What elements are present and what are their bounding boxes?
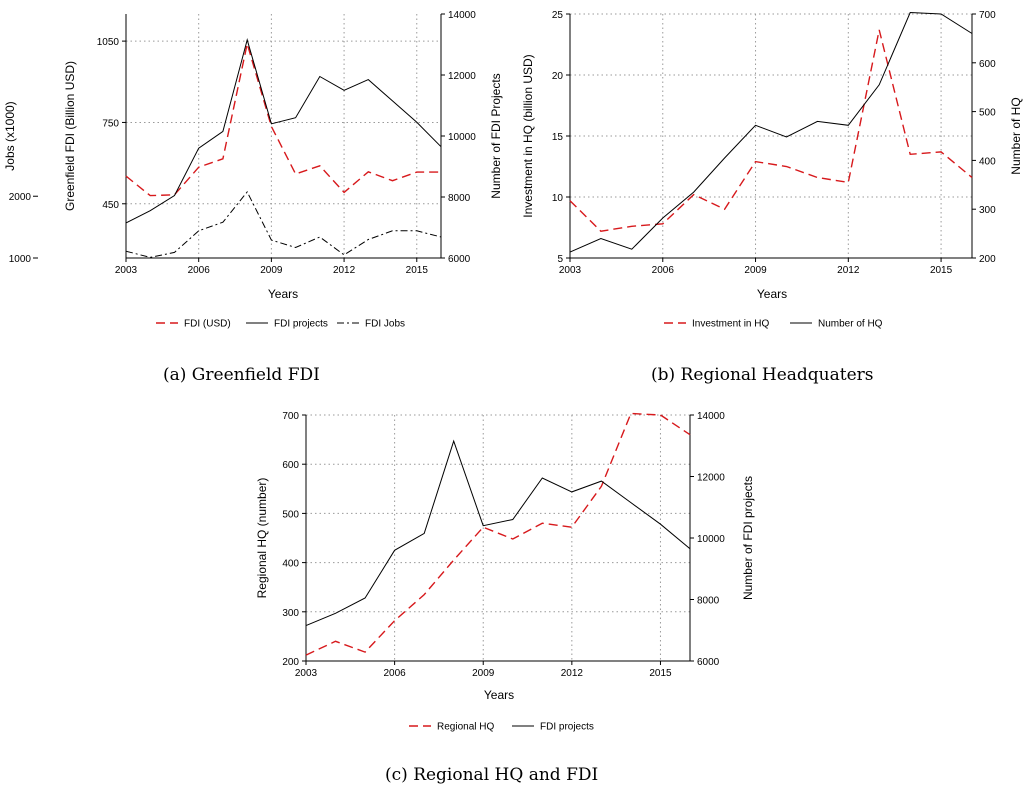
jobs-tick-label: 2000 xyxy=(9,192,32,203)
right-tick-label: 10000 xyxy=(697,534,725,545)
left-tick-label: 5 xyxy=(557,254,563,265)
right-tick-label: 200 xyxy=(979,254,996,265)
x-tick-label: 2003 xyxy=(295,668,318,679)
right-tick-label: 14000 xyxy=(448,10,476,21)
right-tick-label: 14000 xyxy=(697,411,725,422)
legend-label: Investment in HQ xyxy=(692,319,769,330)
right-tick-label: 8000 xyxy=(697,596,720,607)
legend-label: FDI projects xyxy=(274,319,328,330)
left-tick-label: 600 xyxy=(282,460,299,471)
left-axis-title: Investment in HQ (billion USD) xyxy=(521,54,535,217)
right-tick-label: 12000 xyxy=(697,473,725,484)
right-axis-title: Number of HQ xyxy=(1009,97,1023,174)
right-tick-label: 6000 xyxy=(448,254,471,265)
x-tick-label: 2012 xyxy=(333,265,356,276)
series-line-fdi-usd- xyxy=(126,44,441,196)
series-line-fdi-projects xyxy=(126,40,441,223)
x-tick-label: 2015 xyxy=(930,265,953,276)
left-tick-label: 1050 xyxy=(97,37,120,48)
right-tick-label: 12000 xyxy=(448,71,476,82)
left-tick-label: 300 xyxy=(282,608,299,619)
right-tick-label: 400 xyxy=(979,156,996,167)
x-axis-title: Years xyxy=(757,287,787,301)
left-tick-label: 450 xyxy=(102,200,119,211)
chart-1: 2003 2006 2009 2012 2015 Years 5 10 15 20 25 200 300… xyxy=(521,10,1023,330)
right-tick-label: 6000 xyxy=(697,657,720,668)
x-tick-label: 2006 xyxy=(188,265,211,276)
right-tick-label: 700 xyxy=(979,10,996,21)
series-line-investment-in-hq xyxy=(570,30,972,231)
x-axis-title: Years xyxy=(268,287,298,301)
caption-b: (b) Regional Headquaters xyxy=(651,365,874,385)
right-tick-label: 500 xyxy=(979,108,996,119)
left-axis-title: Regional HQ (number) xyxy=(255,478,269,599)
jobs-axis-title: Jobs (x1000) xyxy=(3,101,17,170)
left-tick-label: 500 xyxy=(282,509,299,520)
caption-c: (c) Regional HQ and FDI xyxy=(385,765,598,785)
right-axis-title: Number of FDI Projects xyxy=(489,73,503,198)
chart-2: 2003 2006 2009 2012 2015 Years 200 300 400 500 600… xyxy=(255,411,755,733)
left-tick-label: 15 xyxy=(552,132,564,143)
x-tick-label: 2012 xyxy=(561,668,584,679)
chart-0: 2003 2006 2009 2012 2015 Years 450 750 1050 6000 8… xyxy=(3,10,503,330)
x-tick-label: 2012 xyxy=(837,265,860,276)
right-axis-title: Number of FDI projects xyxy=(741,476,755,600)
right-tick-label: 10000 xyxy=(448,132,476,143)
left-tick-label: 700 xyxy=(282,411,299,422)
legend-label: Regional HQ xyxy=(437,722,494,733)
caption-a: (a) Greenfield FDI xyxy=(163,365,320,385)
x-tick-label: 2006 xyxy=(383,668,406,679)
right-tick-label: 300 xyxy=(979,205,996,216)
legend-label: FDI (USD) xyxy=(184,319,231,330)
left-tick-label: 20 xyxy=(552,71,564,82)
left-tick-label: 10 xyxy=(552,193,564,204)
left-axis-title: Greenfield FDI (Billion USD) xyxy=(63,61,77,211)
right-tick-label: 600 xyxy=(979,59,996,70)
x-axis-title: Years xyxy=(484,688,514,702)
jobs-tick-label: 1000 xyxy=(9,254,32,265)
left-tick-label: 25 xyxy=(552,10,564,21)
x-tick-label: 2009 xyxy=(472,668,495,679)
x-tick-label: 2015 xyxy=(406,265,429,276)
series-line-fdi-jobs xyxy=(126,192,441,258)
x-tick-label: 2009 xyxy=(744,265,767,276)
x-tick-label: 2003 xyxy=(559,265,582,276)
x-tick-label: 2009 xyxy=(260,265,283,276)
right-tick-label: 8000 xyxy=(448,193,471,204)
left-tick-label: 400 xyxy=(282,559,299,570)
left-tick-label: 750 xyxy=(102,118,119,129)
series-line-number-of-hq xyxy=(570,13,972,253)
x-tick-label: 2006 xyxy=(652,265,675,276)
legend-label: Number of HQ xyxy=(818,319,883,330)
left-tick-label: 200 xyxy=(282,657,299,668)
x-tick-label: 2015 xyxy=(649,668,672,679)
x-tick-label: 2003 xyxy=(115,265,138,276)
legend-label: FDI Jobs xyxy=(365,319,405,330)
series-line-regional-hq xyxy=(306,414,690,656)
legend-label: FDI projects xyxy=(540,722,594,733)
